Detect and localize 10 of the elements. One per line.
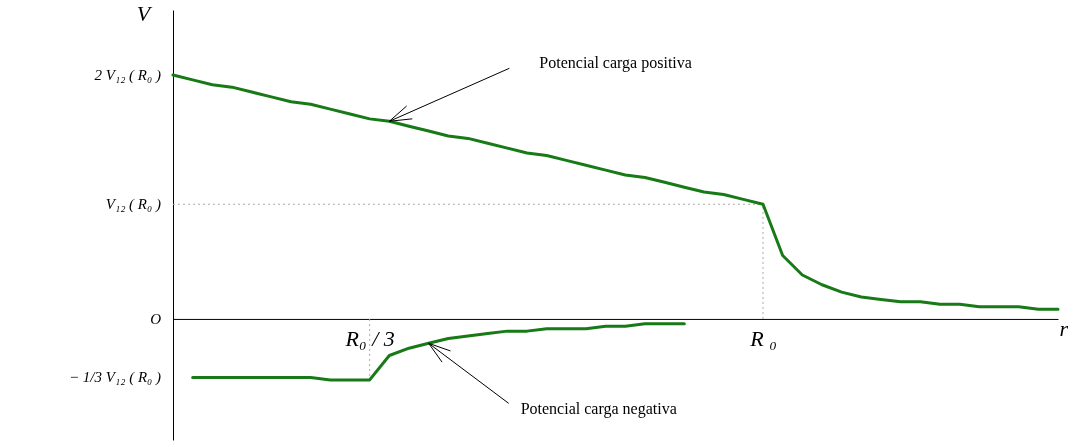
- x-tick-label: R₀ / 3: [344, 326, 395, 352]
- text: − 1/3 V₁₂ ( R₀ ): [69, 369, 161, 387]
- text: V₁₂ ( R₀ ): [105, 196, 161, 214]
- text: Potencial carga negativa: [520, 400, 677, 419]
- x-axis-title: r: [1059, 316, 1069, 342]
- text: Potencial carga positiva: [539, 54, 692, 73]
- text: O: [150, 310, 162, 327]
- text: 2 V₁₂ ( R₀ ): [94, 66, 161, 84]
- y-axis-title: V: [136, 0, 153, 26]
- x-tick-label: R ₀: [749, 326, 777, 352]
